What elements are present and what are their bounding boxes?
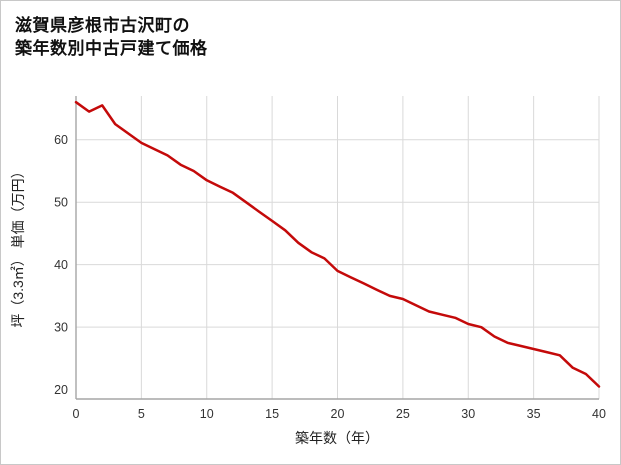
price-line (74, 100, 601, 388)
title-line-1: 滋賀県彦根市古沢町の (15, 16, 190, 35)
x-tick-label: 10 (200, 407, 214, 421)
chart-canvas: 0 5 10 15 20 25 30 35 40 20 30 40 50 60 (54, 96, 606, 421)
y-tick-label: 60 (54, 133, 68, 147)
y-axis-label: 坪（3.3㎡） 単価（万円） (10, 164, 26, 328)
y-tick-label: 40 (54, 258, 68, 272)
y-tick-label: 30 (54, 321, 68, 335)
page-title: 滋賀県彦根市古沢町の 築年数別中古戸建て価格 (1, 1, 620, 73)
x-axis-label: 築年数（年） (295, 430, 379, 446)
x-tick-label: 35 (527, 407, 541, 421)
x-tick-label: 5 (138, 407, 145, 421)
x-tick-label: 0 (73, 407, 80, 421)
x-tick-label: 30 (461, 407, 475, 421)
y-tick-label: 20 (54, 383, 68, 397)
y-tick-label: 50 (54, 196, 68, 210)
x-tick-label: 15 (265, 407, 279, 421)
x-tick-label: 20 (331, 407, 345, 421)
price-chart: 0 5 10 15 20 25 30 35 40 20 30 40 50 60 坪（3.3㎡） 単価（万円… (1, 86, 620, 464)
x-tick-label: 25 (396, 407, 410, 421)
x-tick-label: 40 (592, 407, 606, 421)
title-line-2: 築年数別中古戸建て価格 (15, 39, 208, 59)
